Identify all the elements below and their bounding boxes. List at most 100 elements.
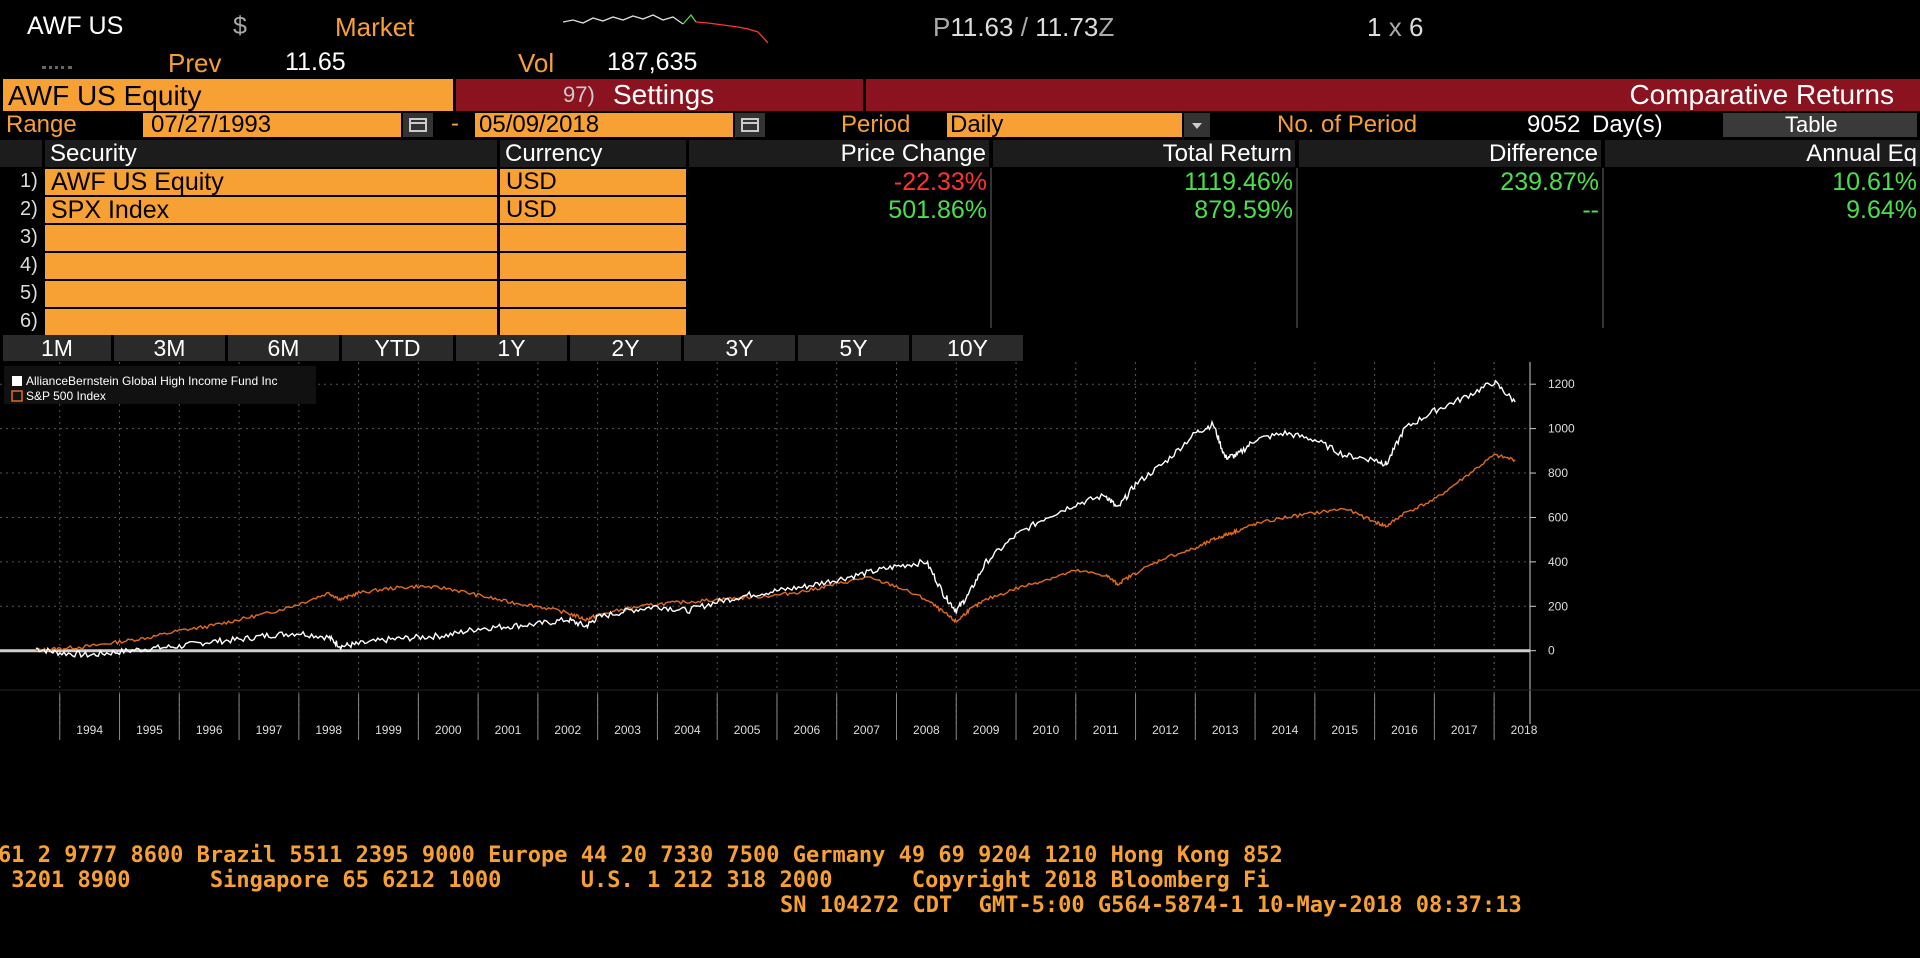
timeframe-6m-button[interactable]: 6M: [228, 335, 339, 361]
y-tick-label: 200: [1548, 599, 1568, 613]
x-tick-label: 2018: [1511, 723, 1538, 737]
start-date-calendar-button[interactable]: [403, 113, 433, 137]
security-field[interactable]: AWF US Equity: [3, 79, 453, 111]
size-left: 1: [1367, 12, 1382, 42]
prev-value: 11.65: [285, 48, 346, 76]
row-currency-cell[interactable]: [500, 281, 686, 307]
chevron-down-icon: [1192, 123, 1202, 129]
timeframe-10y-button[interactable]: 10Y: [912, 335, 1023, 361]
row-number: 5): [20, 282, 38, 304]
settings-number: 97): [563, 82, 595, 107]
num-periods-unit: Day(s): [1592, 111, 1663, 138]
x-tick-label: 1994: [76, 723, 103, 737]
sparkline-icon: [563, 13, 768, 44]
table-row[interactable]: 4): [0, 253, 700, 280]
row-price-change: 501.86%: [888, 196, 987, 224]
row-security-cell[interactable]: [45, 225, 497, 251]
calendar-icon: [741, 118, 759, 132]
table-row[interactable]: 1) AWF US Equity USD -22.33% 1119.46% 23…: [0, 169, 1920, 196]
row-currency-cell[interactable]: USD: [500, 197, 686, 223]
x-tick-label: 2017: [1451, 723, 1478, 737]
row-currency-cell[interactable]: [500, 225, 686, 251]
series-line-index: [35, 453, 1516, 653]
series-line-fund: [35, 379, 1516, 659]
col-header-annual-eq: Annual Eq: [1605, 140, 1920, 167]
end-date-field[interactable]: 05/09/2018: [475, 111, 733, 138]
bid-ask-separator: /: [1020, 12, 1028, 42]
table-row[interactable]: 6): [0, 309, 700, 336]
chart-legend: AllianceBernstein Global High Income Fun…: [4, 366, 316, 404]
legend-box: [4, 366, 316, 404]
col-header-currency: Currency: [500, 140, 686, 167]
y-tick-label: 1000: [1548, 422, 1575, 436]
period-label: Period: [841, 111, 911, 138]
row-total-return: 1119.46%: [1184, 168, 1293, 196]
comparative-returns-chart[interactable]: 0 200 400 600 800 1000 1200 1994 1995 1996 1997 199…: [0, 362, 1920, 842]
ask-price: 11.73: [1035, 12, 1099, 42]
timeframe-3m-button[interactable]: 3M: [114, 335, 225, 361]
timeframe-2y-button[interactable]: 2Y: [570, 335, 681, 361]
size-x: x: [1388, 12, 1402, 42]
x-tick-label: 1998: [315, 723, 342, 737]
timeframe-1m-button[interactable]: 1M: [3, 335, 111, 361]
table-row[interactable]: 3): [0, 225, 700, 252]
x-tick-label: 2009: [973, 723, 1000, 737]
prev-label: Prev: [168, 48, 222, 78]
x-tick-label: 2003: [614, 723, 641, 737]
table-corner: [0, 140, 42, 167]
vol-value: 187,635: [607, 48, 698, 76]
period-select-value: Daily: [950, 111, 1004, 138]
chart-axes: 0 200 400 600 800 1000 1200 1994 1995 1996 1997 199…: [0, 362, 1920, 740]
security-field-text: AWF US Equity: [8, 80, 202, 111]
x-tick-label: 1995: [136, 723, 163, 737]
x-tick-label: 2007: [853, 723, 880, 737]
row-security-cell[interactable]: [45, 253, 497, 279]
bid-prefix: P: [933, 12, 951, 42]
end-date-calendar-button[interactable]: [735, 113, 765, 137]
x-tick-label: 2013: [1212, 723, 1239, 737]
row-currency-cell[interactable]: USD: [500, 169, 686, 195]
num-periods-label: No. of Period: [1277, 111, 1418, 138]
timeframe-1y-button[interactable]: 1Y: [456, 335, 567, 361]
x-tick-label: 2010: [1033, 723, 1060, 737]
x-tick-label: 1996: [196, 723, 223, 737]
row-security-cell[interactable]: AWF US Equity: [45, 169, 497, 195]
table-button[interactable]: Table: [1723, 112, 1917, 137]
row-currency-cell[interactable]: [500, 309, 686, 335]
calendar-icon: [409, 118, 427, 132]
timeframe-5y-button[interactable]: 5Y: [798, 335, 909, 361]
page-title: Comparative Returns: [1629, 79, 1894, 110]
period-dropdown-button[interactable]: [1184, 113, 1210, 137]
footer-phone-line-1: 61 2 9777 8600 Brazil 5511 2395 9000 Eur…: [0, 843, 1283, 868]
bid-price: 11.63: [950, 12, 1014, 42]
row-price-change: -22.33%: [893, 168, 987, 196]
market-label: Market: [335, 12, 415, 42]
table-button-label: Table: [1785, 112, 1838, 137]
row-currency-cell[interactable]: [500, 253, 686, 279]
col-header-security: Security: [45, 140, 497, 167]
range-label: Range: [6, 111, 77, 138]
row-number: 6): [20, 310, 38, 332]
table-row[interactable]: 5): [0, 281, 700, 308]
y-tick-label: 1200: [1548, 377, 1575, 391]
row-number: 2): [20, 198, 38, 220]
x-tick-label: 2006: [793, 723, 820, 737]
period-select[interactable]: Daily: [947, 111, 1182, 138]
x-tick-label: 2016: [1391, 723, 1418, 737]
row-security-cell[interactable]: SPX Index: [45, 197, 497, 223]
x-tick-label: 2001: [495, 723, 522, 737]
col-header-total-return: Total Return: [993, 140, 1295, 167]
x-tick-label: 2015: [1331, 723, 1358, 737]
row-number: 4): [20, 254, 38, 276]
settings-button[interactable]: 97) Settings: [456, 79, 863, 111]
x-tick-label: 2005: [734, 723, 761, 737]
start-date-field[interactable]: 07/27/1993: [143, 111, 401, 138]
end-date-text: 05/09/2018: [479, 111, 600, 138]
timeframe-ytd-button[interactable]: YTD: [342, 335, 453, 361]
row-number: 3): [20, 226, 38, 248]
row-total-return: 879.59%: [1194, 196, 1293, 224]
table-row[interactable]: 2) SPX Index USD 501.86% 879.59% -- 9.64…: [0, 197, 1920, 224]
row-security-cell[interactable]: [45, 281, 497, 307]
timeframe-3y-button[interactable]: 3Y: [684, 335, 795, 361]
row-security-cell[interactable]: [45, 309, 497, 335]
